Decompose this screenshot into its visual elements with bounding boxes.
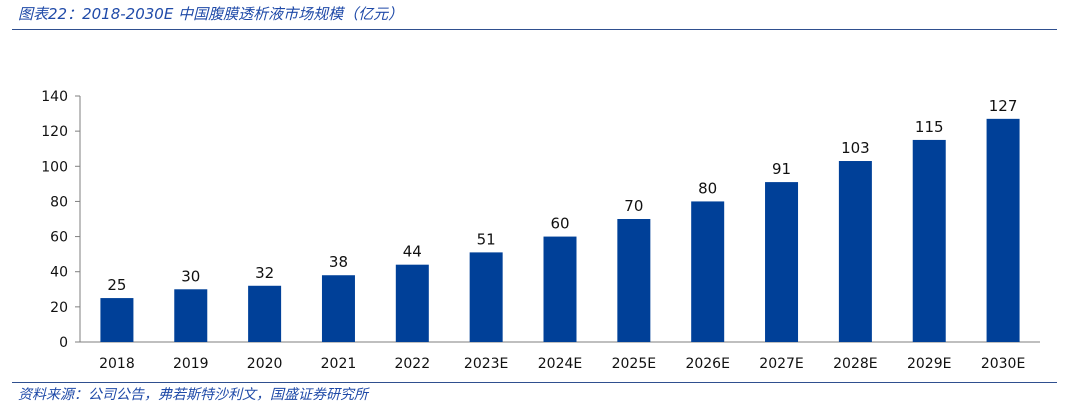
bar-2019 <box>174 289 208 342</box>
bar-value-label: 25 <box>107 276 126 294</box>
y-tick-label: 20 <box>50 300 68 316</box>
x-tick-label: 2018 <box>99 356 135 372</box>
bar-2025e <box>617 219 651 342</box>
x-tick-label: 2027E <box>759 356 803 372</box>
bar-2024e <box>543 236 577 342</box>
x-tick-label: 2022 <box>394 356 430 372</box>
y-tick-label: 60 <box>50 230 68 246</box>
x-tick-label: 2025E <box>612 356 656 372</box>
y-tick-label: 80 <box>50 194 68 210</box>
bar-2018 <box>100 298 134 342</box>
x-tick-label: 2030E <box>981 356 1025 372</box>
bar-value-label: 60 <box>550 215 569 233</box>
bar-2023e <box>469 252 503 342</box>
figure-header: 图表22：2018-2030E 中国腹膜透析液市场规模（亿元） <box>12 5 1057 30</box>
bar-value-label: 127 <box>989 97 1018 115</box>
bar-value-label: 80 <box>698 179 717 197</box>
y-tick-label: 100 <box>41 159 68 175</box>
bar-2020 <box>248 285 282 342</box>
y-tick-label: 140 <box>41 89 68 105</box>
bar-value-label: 51 <box>477 230 496 248</box>
bars <box>100 118 1020 342</box>
x-tick-label: 2019 <box>173 356 209 372</box>
chart-title: 图表22：2018-2030E 中国腹膜透析液市场规模（亿元） <box>18 5 404 23</box>
x-tick-label: 2028E <box>833 356 877 372</box>
x-tick-label: 2026E <box>685 356 729 372</box>
figure-footer: 资料来源：公司公告，弗若斯特沙利文，国盛证券研究所 <box>12 382 1057 407</box>
bar-2027e <box>765 182 799 342</box>
bar-value-label: 44 <box>403 243 422 261</box>
x-tick-label: 2021 <box>321 356 357 372</box>
bar-2029e <box>912 139 946 342</box>
data-labels: 25 30 32 38 44 51 60 70 80 91 103 115 127 <box>107 97 1017 294</box>
bar-value-label: 91 <box>772 160 791 178</box>
chart-area: 0 20 40 60 80 100 120 140 2018 2019 2020 2021 2022 2… <box>0 30 1065 380</box>
y-tick-label: 0 <box>59 335 68 351</box>
bar-value-label: 103 <box>841 139 870 157</box>
bar-value-label: 30 <box>181 267 200 285</box>
y-axis: 0 20 40 60 80 100 120 140 <box>41 89 81 351</box>
bar-2026e <box>691 201 725 342</box>
bar-2022 <box>395 264 429 342</box>
x-axis: 2018 2019 2020 2021 2022 2023E 2024E 2025E 2026E… <box>80 341 1040 372</box>
bar-value-label: 115 <box>915 118 944 136</box>
bar-2021 <box>321 275 355 342</box>
bar-2028e <box>838 161 872 342</box>
x-tick-label: 2024E <box>538 356 582 372</box>
source-note: 资料来源：公司公告，弗若斯特沙利文，国盛证券研究所 <box>18 387 368 403</box>
y-tick-label: 40 <box>50 265 68 281</box>
x-tick-label: 2029E <box>907 356 951 372</box>
x-tick-label: 2023E <box>464 356 508 372</box>
x-tick-label: 2020 <box>247 356 283 372</box>
bar-value-label: 32 <box>255 264 274 282</box>
bar-2030e <box>986 118 1020 342</box>
bar-value-label: 70 <box>624 197 643 215</box>
bar-value-label: 38 <box>329 253 348 271</box>
y-tick-label: 120 <box>41 124 68 140</box>
